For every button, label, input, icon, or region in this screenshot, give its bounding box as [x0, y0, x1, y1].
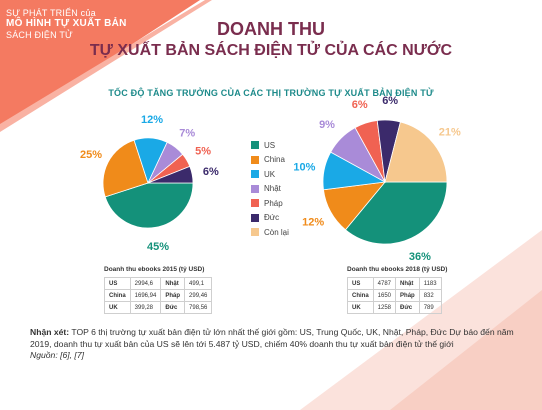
- table-cell: 798,56: [184, 301, 213, 314]
- pie-label-1-4: 5%: [195, 145, 211, 157]
- corner-decoration-br-inner: [390, 290, 542, 410]
- table-cell: 1183: [418, 277, 442, 290]
- table-row: US 4787 Nhật 1183: [347, 277, 442, 290]
- table-cell: Nhật: [395, 277, 420, 290]
- table-cell: US: [104, 277, 131, 290]
- table-2018-title: Doanh thu ebooks 2018 (tỷ USD): [347, 266, 448, 273]
- legend-swatch: [251, 199, 259, 208]
- table-cell: US: [347, 277, 374, 290]
- legend-swatch: [251, 213, 259, 222]
- pie-label-1-1: 25%: [80, 149, 102, 161]
- legend-label: US: [264, 140, 276, 150]
- legend-item: Đức: [251, 211, 289, 226]
- table-cell: Nhật: [160, 277, 186, 290]
- table-cell: Đức: [395, 301, 420, 314]
- banner-line-1: SỰ PHÁT TRIỂN của: [6, 8, 96, 18]
- commentary: Nhận xét: TOP 6 thị trường tự xuất bản đ…: [30, 327, 522, 362]
- table-2015-title: Doanh thu ebooks 2015 (tỷ USD): [104, 266, 205, 273]
- banner-line-2: MÔ HÌNH TỰ XUẤT BẢN: [6, 18, 127, 30]
- legend-label: Nhật: [264, 184, 281, 194]
- source-note: Nguồn: [6], [7]: [30, 350, 84, 360]
- legend-swatch: [251, 141, 259, 150]
- table-cell: 4787: [372, 277, 397, 290]
- table-cell: 1258: [372, 301, 397, 314]
- legend-swatch: [251, 155, 259, 164]
- legend-item: Còn lại: [251, 225, 289, 240]
- legend-item: US: [251, 138, 289, 153]
- legend-swatch: [251, 170, 259, 179]
- pie-label-2-5: 6%: [382, 95, 398, 107]
- pie-label-2-3: 9%: [319, 119, 335, 131]
- table-cell: Pháp: [160, 289, 186, 302]
- chart-title: TỐC ĐỘ TĂNG TRƯỞNG CỦA CÁC THỊ TRƯỜNG TỰ…: [108, 88, 434, 98]
- table-row: China 1696,94 Pháp 299,46: [104, 289, 213, 302]
- table-cell: 2994,6: [129, 277, 162, 290]
- pie-slice-2-6: [384, 121, 448, 183]
- table-cell: 499,1: [184, 277, 213, 290]
- table-cell: China: [104, 289, 131, 302]
- banner-line-3: SÁCH ĐIỆN TỬ: [6, 29, 73, 40]
- table-row: China 1650 Pháp 832: [347, 289, 442, 302]
- pie-label-2-0: 36%: [409, 251, 431, 263]
- pie-slice-1-0: [104, 182, 194, 229]
- table-row: UK 399,28 Đức 798,56: [104, 301, 213, 314]
- legend-swatch: [251, 228, 259, 237]
- table-2015: US 2994,6 Nhật 499,1 China 1696,94 Pháp 299,46 U…: [104, 277, 213, 314]
- table-cell: UK: [347, 301, 374, 314]
- table-cell: 399,28: [129, 301, 162, 314]
- table-cell: Pháp: [395, 289, 420, 302]
- pie-label-2-2: 10%: [293, 162, 315, 174]
- pie-label-1-2: 12%: [141, 114, 163, 126]
- table-2018: US 4787 Nhật 1183 China 1650 Pháp 832 UK 1258 Đức 7…: [347, 277, 442, 314]
- legend-label: Đức: [264, 213, 280, 223]
- page-title: DOANH THU: [217, 19, 325, 39]
- commentary-text: TOP 6 thị trường tự xuất bản điện tử lớn…: [30, 327, 514, 349]
- legend-label: UK: [264, 169, 276, 179]
- pie-slice-1-5: [147, 165, 194, 184]
- table-cell: China: [347, 289, 374, 302]
- table-cell: 1650: [372, 289, 397, 302]
- banner: SỰ PHÁT TRIỂN của MÔ HÌNH TỰ XUẤT BẢN SÁ…: [6, 8, 127, 40]
- pie-label-2-6: 21%: [439, 127, 461, 139]
- pie-label-1-3: 7%: [179, 127, 195, 139]
- commentary-label: Nhận xét:: [30, 327, 70, 337]
- table-cell: 299,46: [184, 289, 213, 302]
- legend-label: Pháp: [264, 198, 283, 208]
- pie-slice-1-1: [102, 139, 149, 198]
- legend-item: Pháp: [251, 196, 289, 211]
- table-cell: 832: [418, 289, 442, 302]
- pie-label-2-4: 6%: [352, 99, 368, 111]
- legend-label: China: [264, 155, 285, 165]
- pie-slice-2-0: [344, 181, 448, 245]
- legend-item: UK: [251, 167, 289, 182]
- pie-label-1-5: 6%: [203, 166, 219, 178]
- table-cell: UK: [104, 301, 131, 314]
- legend-label: Còn lại: [264, 227, 289, 237]
- pie-label-1-0: 45%: [147, 241, 169, 253]
- chart-legend: US China UK Nhật Pháp Đức Còn lại: [251, 138, 289, 240]
- table-cell: 1696,94: [129, 289, 162, 302]
- table-row: US 2994,6 Nhật 499,1: [104, 277, 213, 290]
- pie-label-2-1: 12%: [302, 217, 324, 229]
- page-subtitle: TỰ XUẤT BẢN SÁCH ĐIỆN TỬ CỦA CÁC NƯỚC: [89, 42, 453, 59]
- legend-item: Nhật: [251, 182, 289, 197]
- table-cell: Đức: [160, 301, 186, 314]
- banner-stripe: [0, 0, 212, 132]
- legend-item: China: [251, 153, 289, 168]
- table-row: UK 1258 Đức 789: [347, 301, 442, 314]
- table-cell: 789: [418, 301, 442, 314]
- legend-swatch: [251, 184, 259, 193]
